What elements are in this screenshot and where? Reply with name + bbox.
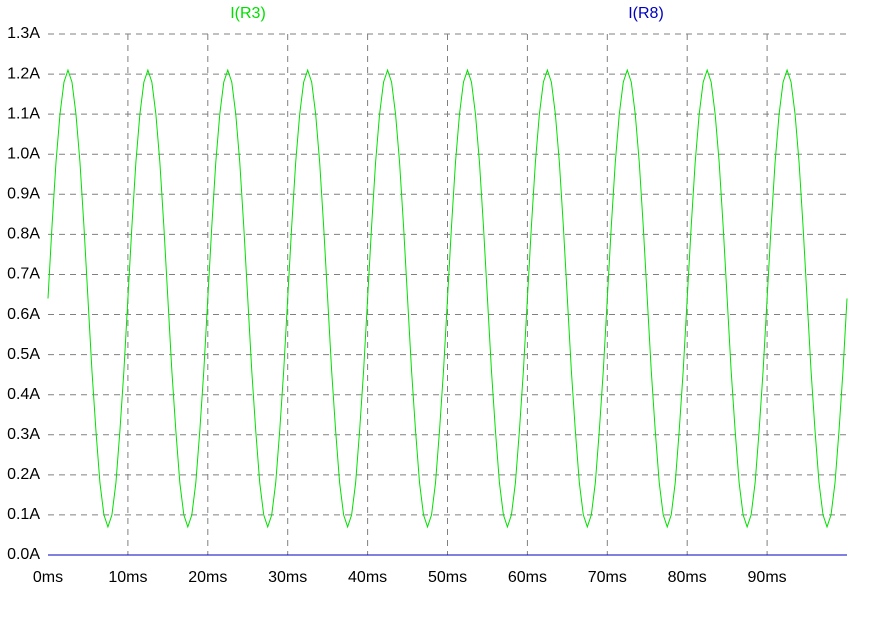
x-tick-label: 80ms — [668, 569, 707, 586]
y-tick-label: 1.3A — [7, 25, 40, 42]
x-tick-label: 50ms — [428, 569, 467, 586]
x-tick-label: 10ms — [108, 569, 147, 586]
x-tick-label: 60ms — [508, 569, 547, 586]
y-tick-label: 0.7A — [7, 266, 40, 283]
y-tick-label: 0.1A — [7, 506, 40, 523]
y-tick-label: 1.1A — [7, 105, 40, 122]
series-line — [47, 68, 848, 529]
x-tick-label: 40ms — [348, 569, 387, 586]
y-tick-label: 0.0A — [7, 546, 40, 563]
y-tick-label: 1.2A — [7, 65, 40, 82]
y-tick-label: 0.2A — [7, 466, 40, 483]
y-tick-label: 0.9A — [7, 186, 40, 203]
y-tick-label: 1.0A — [7, 145, 40, 162]
x-tick-label: 20ms — [188, 569, 227, 586]
legend-entry: I(R3) — [230, 5, 266, 22]
y-tick-label: 0.6A — [7, 306, 40, 323]
x-tick-label: 90ms — [748, 569, 787, 586]
x-tick-label: 70ms — [588, 569, 627, 586]
y-tick-label: 0.8A — [7, 226, 40, 243]
y-tick-label: 0.5A — [7, 346, 40, 363]
y-tick-label: 0.3A — [7, 426, 40, 443]
x-tick-label: 0ms — [33, 569, 63, 586]
legend-entry: I(R8) — [628, 5, 664, 22]
x-tick-label: 30ms — [268, 569, 307, 586]
y-tick-label: 0.4A — [7, 386, 40, 403]
